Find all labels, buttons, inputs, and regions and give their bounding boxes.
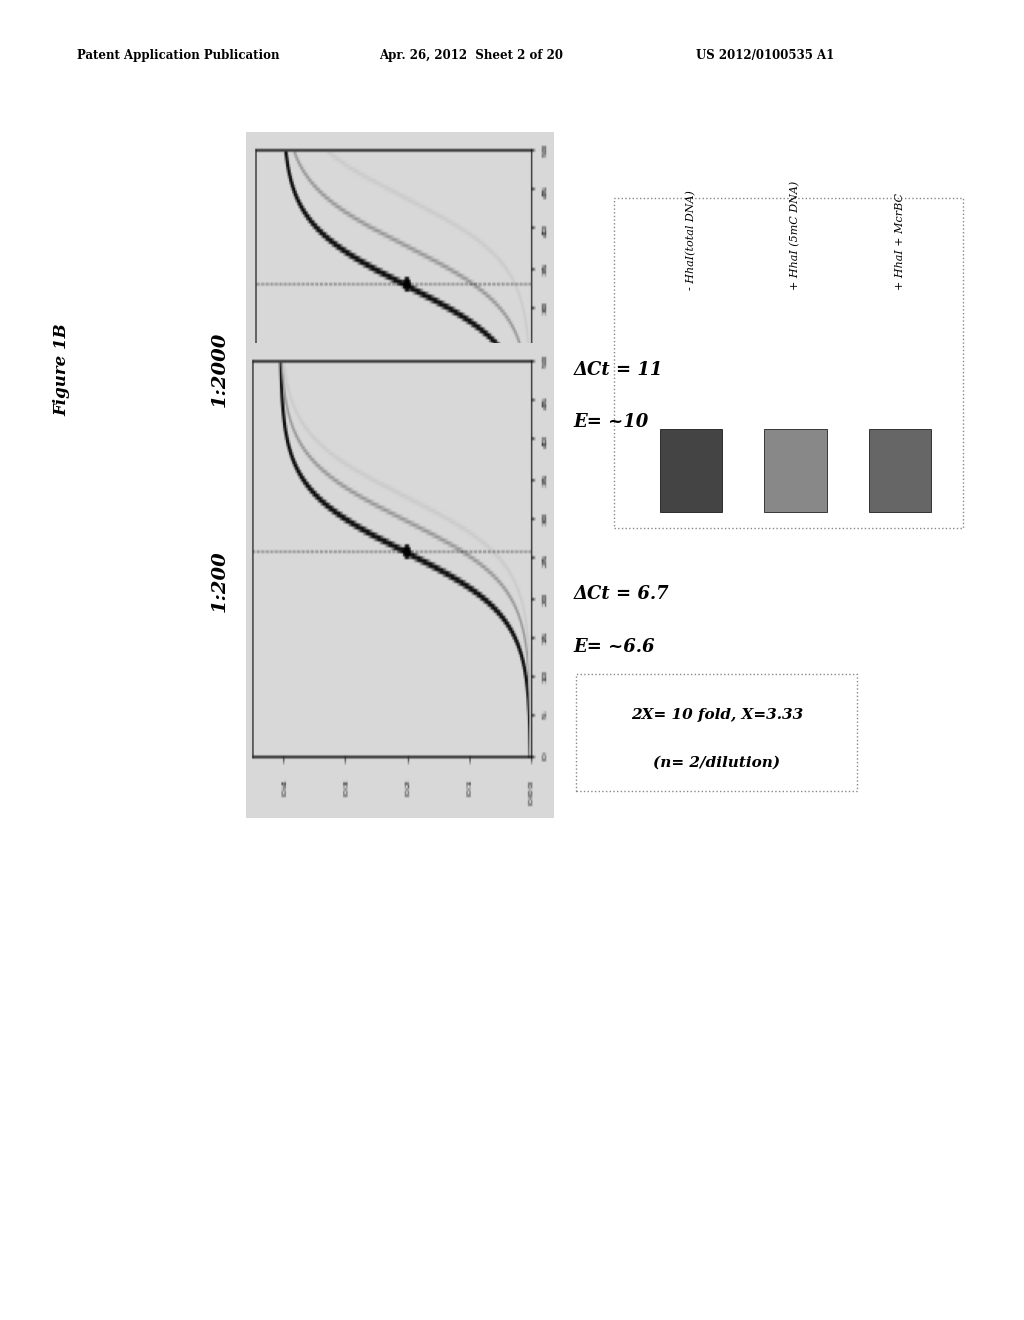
Text: (n= 2/dilution): (n= 2/dilution) [653,755,780,770]
FancyBboxPatch shape [577,675,857,791]
Text: 1:2000: 1:2000 [211,331,229,408]
Text: Patent Application Publication: Patent Application Publication [77,49,280,62]
Text: E= ~10: E= ~10 [573,413,648,432]
Text: Figure 1B: Figure 1B [53,323,71,416]
Bar [659,429,722,511]
Text: E= ~6.6: E= ~6.6 [573,638,655,656]
Text: Apr. 26, 2012  Sheet 2 of 20: Apr. 26, 2012 Sheet 2 of 20 [379,49,563,62]
Text: ΔCt = 6.7: ΔCt = 6.7 [573,585,669,603]
Bar [868,429,931,511]
Text: 1:200: 1:200 [211,550,229,611]
Text: + HhaI (5mC DNA): + HhaI (5mC DNA) [791,181,801,290]
Text: 2X= 10 fold, X=3.33: 2X= 10 fold, X=3.33 [631,708,803,722]
Bar [764,429,826,511]
Text: ΔCt = 11: ΔCt = 11 [573,360,663,379]
FancyBboxPatch shape [614,198,963,528]
Text: + HhaI + McrBC: + HhaI + McrBC [895,194,905,290]
Text: - HhaI(total DNA): - HhaI(total DNA) [686,190,696,290]
Text: US 2012/0100535 A1: US 2012/0100535 A1 [696,49,835,62]
